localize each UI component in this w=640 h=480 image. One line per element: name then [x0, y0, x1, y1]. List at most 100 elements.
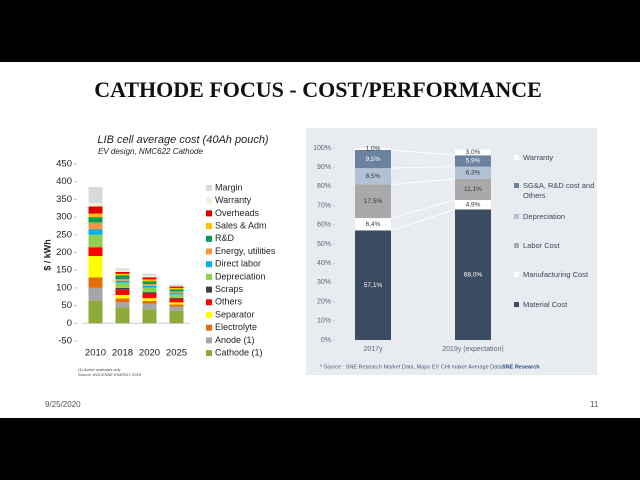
bar-segment	[88, 234, 103, 248]
bar-segment	[88, 300, 103, 324]
value-label: 8,5%	[366, 173, 381, 180]
legend-label: Depreciation	[215, 271, 266, 281]
bar-segment	[355, 168, 391, 185]
legend-label: Material Cost	[523, 300, 568, 309]
bar-segment	[169, 284, 184, 286]
right-chart-background	[306, 128, 597, 375]
bar-segment	[88, 247, 103, 257]
bar-segment	[355, 218, 391, 231]
chart-subtitle: EV design, NMC622 Cathode	[98, 147, 204, 156]
bar-segment	[455, 200, 491, 210]
legend-label: Manufacturing Cost	[523, 270, 589, 279]
bar-segment	[169, 294, 184, 298]
legend-swatch	[206, 324, 212, 331]
y-tick-label: 10%	[317, 318, 331, 325]
chart-title: LIB cell average cost (40Ah pouch)	[97, 134, 269, 146]
value-label: 1,0%	[366, 146, 381, 153]
bar-segment	[115, 280, 130, 283]
value-label: 6,4%	[366, 221, 381, 228]
bar-segment	[169, 289, 184, 292]
legend-label: Direct labor	[215, 259, 261, 269]
legend-swatch	[206, 312, 212, 318]
bar-segment	[169, 302, 184, 305]
legend-label: Scraps	[215, 284, 244, 294]
legend-label: Cathode (1)	[215, 347, 263, 357]
bar-segment	[169, 297, 184, 299]
value-label: 4,9%	[466, 201, 481, 208]
bar-segment	[169, 298, 184, 303]
legend-swatch	[206, 185, 212, 191]
legend-swatch	[206, 273, 212, 280]
bar-segment	[355, 149, 391, 169]
y-axis-label: $ / kWh	[42, 239, 52, 271]
bar-segment	[88, 206, 103, 214]
bar-segment	[142, 273, 157, 276]
legend-swatch	[206, 210, 212, 217]
y-tick-label: 100%	[313, 145, 331, 152]
legend-swatch	[514, 183, 519, 188]
legend-label: Separator	[215, 309, 255, 319]
bar-segment	[115, 298, 130, 303]
bar-segment	[455, 209, 491, 340]
y-tick-label: 300	[56, 212, 72, 223]
x-tick-label: 2018	[112, 348, 133, 359]
y-tick-label: 100	[56, 282, 72, 293]
source-logo: SNE Research	[502, 364, 540, 370]
bar-segment	[355, 148, 391, 150]
bar-segment	[169, 285, 184, 287]
bar-segment	[169, 310, 184, 324]
value-label: 9,5%	[366, 156, 381, 163]
bar-segment	[142, 285, 157, 288]
legend-entry: Material Cost	[514, 300, 603, 310]
bar-segment	[142, 293, 157, 299]
bar-segment	[142, 279, 157, 282]
slide-date: 9/25/2020	[45, 400, 81, 409]
y-tick-label: -50	[58, 336, 72, 347]
y-tick-label: 200	[56, 247, 72, 258]
bar-segment	[142, 277, 157, 280]
bar-segment	[115, 307, 130, 324]
connector-line	[390, 178, 456, 185]
legend-swatch	[514, 155, 519, 160]
y-tick-label: 450	[56, 159, 72, 170]
bar-segment	[142, 281, 157, 285]
connector-line	[390, 199, 456, 219]
bar-segment	[115, 282, 130, 288]
bar-segment	[88, 187, 103, 203]
legend-swatch	[206, 350, 212, 357]
bar-segment	[115, 294, 130, 299]
legend-label: Warranty	[523, 153, 554, 162]
bar-segment	[88, 277, 103, 288]
bar-segment	[142, 309, 157, 324]
legend-swatch	[514, 272, 519, 277]
legend-swatch	[514, 302, 519, 307]
legend-label: Anode (1)	[215, 335, 255, 345]
bar-segment	[455, 178, 491, 201]
legend-swatch	[206, 223, 212, 230]
bar-segment	[455, 166, 491, 179]
connector-line	[390, 149, 456, 156]
legend-label: Margin	[215, 182, 243, 192]
bar-segment	[169, 306, 184, 311]
bar-segment	[355, 184, 391, 219]
y-tick-label: 250	[56, 229, 72, 240]
bar-segment	[169, 304, 184, 307]
legend-swatch	[206, 235, 212, 242]
y-tick-label: 0	[67, 318, 72, 329]
y-tick-label: 400	[56, 176, 72, 187]
legend-entry: Depreciation	[514, 212, 603, 222]
y-tick-label: 0%	[321, 337, 331, 344]
bar-segment	[88, 217, 103, 223]
legend-swatch	[206, 261, 212, 268]
bar-segment	[88, 213, 103, 218]
legend-swatch	[206, 299, 212, 306]
value-label: 57,1%	[364, 282, 383, 289]
bar-segment	[88, 256, 103, 278]
y-tick-label: 50	[61, 300, 72, 311]
bar-segment	[88, 222, 103, 230]
footnote: Source: AVICENNE ENERGY 2019	[78, 372, 142, 377]
y-tick-label: 90%	[317, 164, 331, 171]
bar-segment	[142, 287, 157, 293]
value-label: 68,0%	[464, 271, 483, 278]
